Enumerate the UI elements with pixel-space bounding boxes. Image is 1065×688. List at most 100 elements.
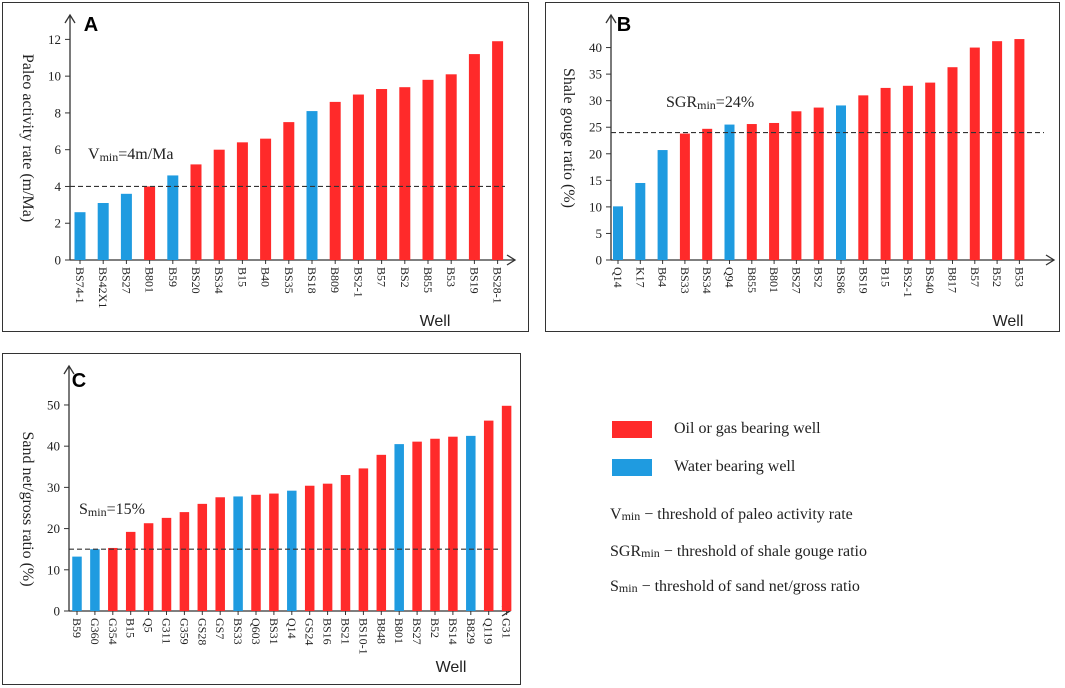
bar-b809 — [329, 101, 341, 261]
bar-b59 — [167, 175, 179, 260]
y-tick-label: 25 — [589, 120, 602, 135]
y-tick-label: 20 — [47, 521, 60, 536]
y-tick-label: 10 — [47, 562, 60, 577]
panel-a: A 0 2 4 6 8 10 12 Paleo activity rate (m/Ma) Well… — [2, 2, 529, 332]
x-tick-label: B57 — [375, 267, 389, 287]
bar-bs16 — [322, 483, 333, 611]
bar-g359 — [179, 512, 190, 611]
bar-bs10-1 — [358, 468, 369, 611]
y-tick-label: 0 — [596, 253, 603, 268]
bar-bs21 — [340, 475, 351, 611]
x-tick-label: BS33 — [678, 267, 692, 294]
x-tick-label: BS2-1 — [351, 267, 365, 298]
bar-bs14 — [448, 436, 458, 611]
y-tick-label: 35 — [589, 67, 602, 82]
x-tick-label: B855 — [745, 267, 759, 293]
y-tick-label: 2 — [55, 216, 62, 231]
x-tick-label: BS2 — [812, 267, 826, 288]
x-tick-label: K17 — [633, 267, 647, 288]
x-tick-label: G354 — [106, 618, 120, 645]
legend-def-smin: Smin − threshold of sand net/gross ratio — [610, 578, 860, 596]
x-axis-arrow — [1045, 254, 1056, 266]
y-tick-label: 0 — [55, 253, 62, 268]
bar-b801 — [769, 122, 780, 261]
y-tick-label: 5 — [596, 226, 603, 241]
x-axis-label: Well — [420, 313, 451, 330]
x-tick-label: GS7 — [213, 618, 227, 639]
threshold-label: Vmin=4m/Ma — [88, 146, 173, 164]
bar-bs33 — [679, 133, 690, 260]
bar-bs34 — [213, 149, 225, 260]
x-tick-label: Q94 — [723, 267, 737, 288]
x-tick-label: BS74-1 — [73, 267, 87, 304]
y-tick-label: 10 — [589, 199, 602, 214]
x-tick-label: BS34 — [700, 267, 714, 294]
def-smin-sub: min — [618, 581, 638, 595]
bar-bs27 — [412, 441, 422, 611]
bar-q14 — [613, 206, 623, 260]
bar-bs34 — [702, 128, 713, 260]
bar-bs2-1 — [902, 85, 913, 260]
bar-gs7 — [215, 497, 225, 611]
bar-b829 — [466, 435, 476, 611]
def-sgrmin-sub: min — [641, 546, 660, 560]
y-axis-label: Sand net/gross ratio (%) — [19, 431, 36, 586]
x-tick-label: B53 — [444, 267, 458, 287]
bar-bs33 — [233, 496, 243, 611]
x-tick-label: G31 — [500, 618, 514, 639]
bar-b40 — [260, 138, 272, 260]
bar-b64 — [657, 150, 668, 260]
bar-q14 — [287, 490, 297, 611]
legend-oil-swatch — [612, 420, 652, 438]
bar-b15 — [880, 87, 891, 260]
panel-letter-c: C — [72, 370, 86, 392]
x-tick-label: BS10-1 — [356, 618, 370, 655]
x-tick-label: B829 — [464, 618, 478, 644]
x-tick-label: B40 — [259, 267, 273, 287]
x-tick-label: BS2-1 — [901, 267, 915, 298]
bar-bs27 — [791, 111, 802, 261]
def-smin-sym: S — [610, 578, 619, 595]
y-tick-label: 15 — [589, 173, 602, 188]
x-tick-label: BS19 — [856, 267, 870, 294]
x-tick-label: B53 — [1012, 267, 1026, 287]
x-tick-label: BS42X1 — [96, 267, 110, 308]
x-tick-label: GS24 — [303, 618, 317, 645]
x-tick-label: G359 — [177, 618, 191, 645]
y-axis-arrow — [63, 364, 75, 375]
bar-q5 — [143, 523, 154, 611]
bar-k17 — [635, 182, 646, 260]
y-tick-label: 30 — [589, 93, 602, 108]
bar-b801 — [394, 444, 404, 611]
x-tick-label: B801 — [767, 267, 781, 293]
x-tick-label: B817 — [946, 267, 960, 293]
x-tick-label: GS28 — [195, 618, 209, 645]
bar-b855 — [422, 79, 434, 260]
y-axis-label: Shale gouge ratio (%) — [560, 68, 577, 208]
bar-b53 — [445, 74, 457, 260]
x-tick-label: BS40 — [923, 267, 937, 294]
x-tick-label: B855 — [421, 267, 435, 293]
x-tick-label: B801 — [392, 618, 406, 644]
x-tick-label: G311 — [160, 618, 174, 644]
bar-bs28-1 — [492, 41, 504, 260]
bar-g354 — [108, 547, 118, 611]
bar-bs31 — [269, 493, 279, 611]
bar-b59 — [72, 556, 82, 611]
bar-bs19 — [858, 95, 869, 260]
bar-bs19 — [468, 54, 480, 260]
panel-b: B 0 5 10 15 20 25 30 35 40 Shale gouge ratio (%) We… — [545, 2, 1060, 332]
legend: Oil or gas bearing well Water bearing we… — [600, 420, 1040, 620]
legend-def-vmin: Vmin − threshold of paleo activity rate — [610, 506, 853, 524]
def-vmin-sub: min — [621, 509, 641, 523]
bar-b53 — [1014, 39, 1025, 261]
bar-b57 — [969, 47, 980, 260]
x-axis-label: Well — [436, 659, 467, 676]
def-sgrmin-text: − threshold of shale gouge ratio — [659, 543, 867, 560]
x-tick-label: Q603 — [249, 618, 263, 645]
bar-bs20 — [190, 164, 202, 260]
y-tick-label: 50 — [47, 397, 60, 412]
bar-b15 — [125, 531, 136, 611]
bar-b57 — [376, 89, 388, 261]
y-tick-label: 10 — [48, 69, 61, 84]
